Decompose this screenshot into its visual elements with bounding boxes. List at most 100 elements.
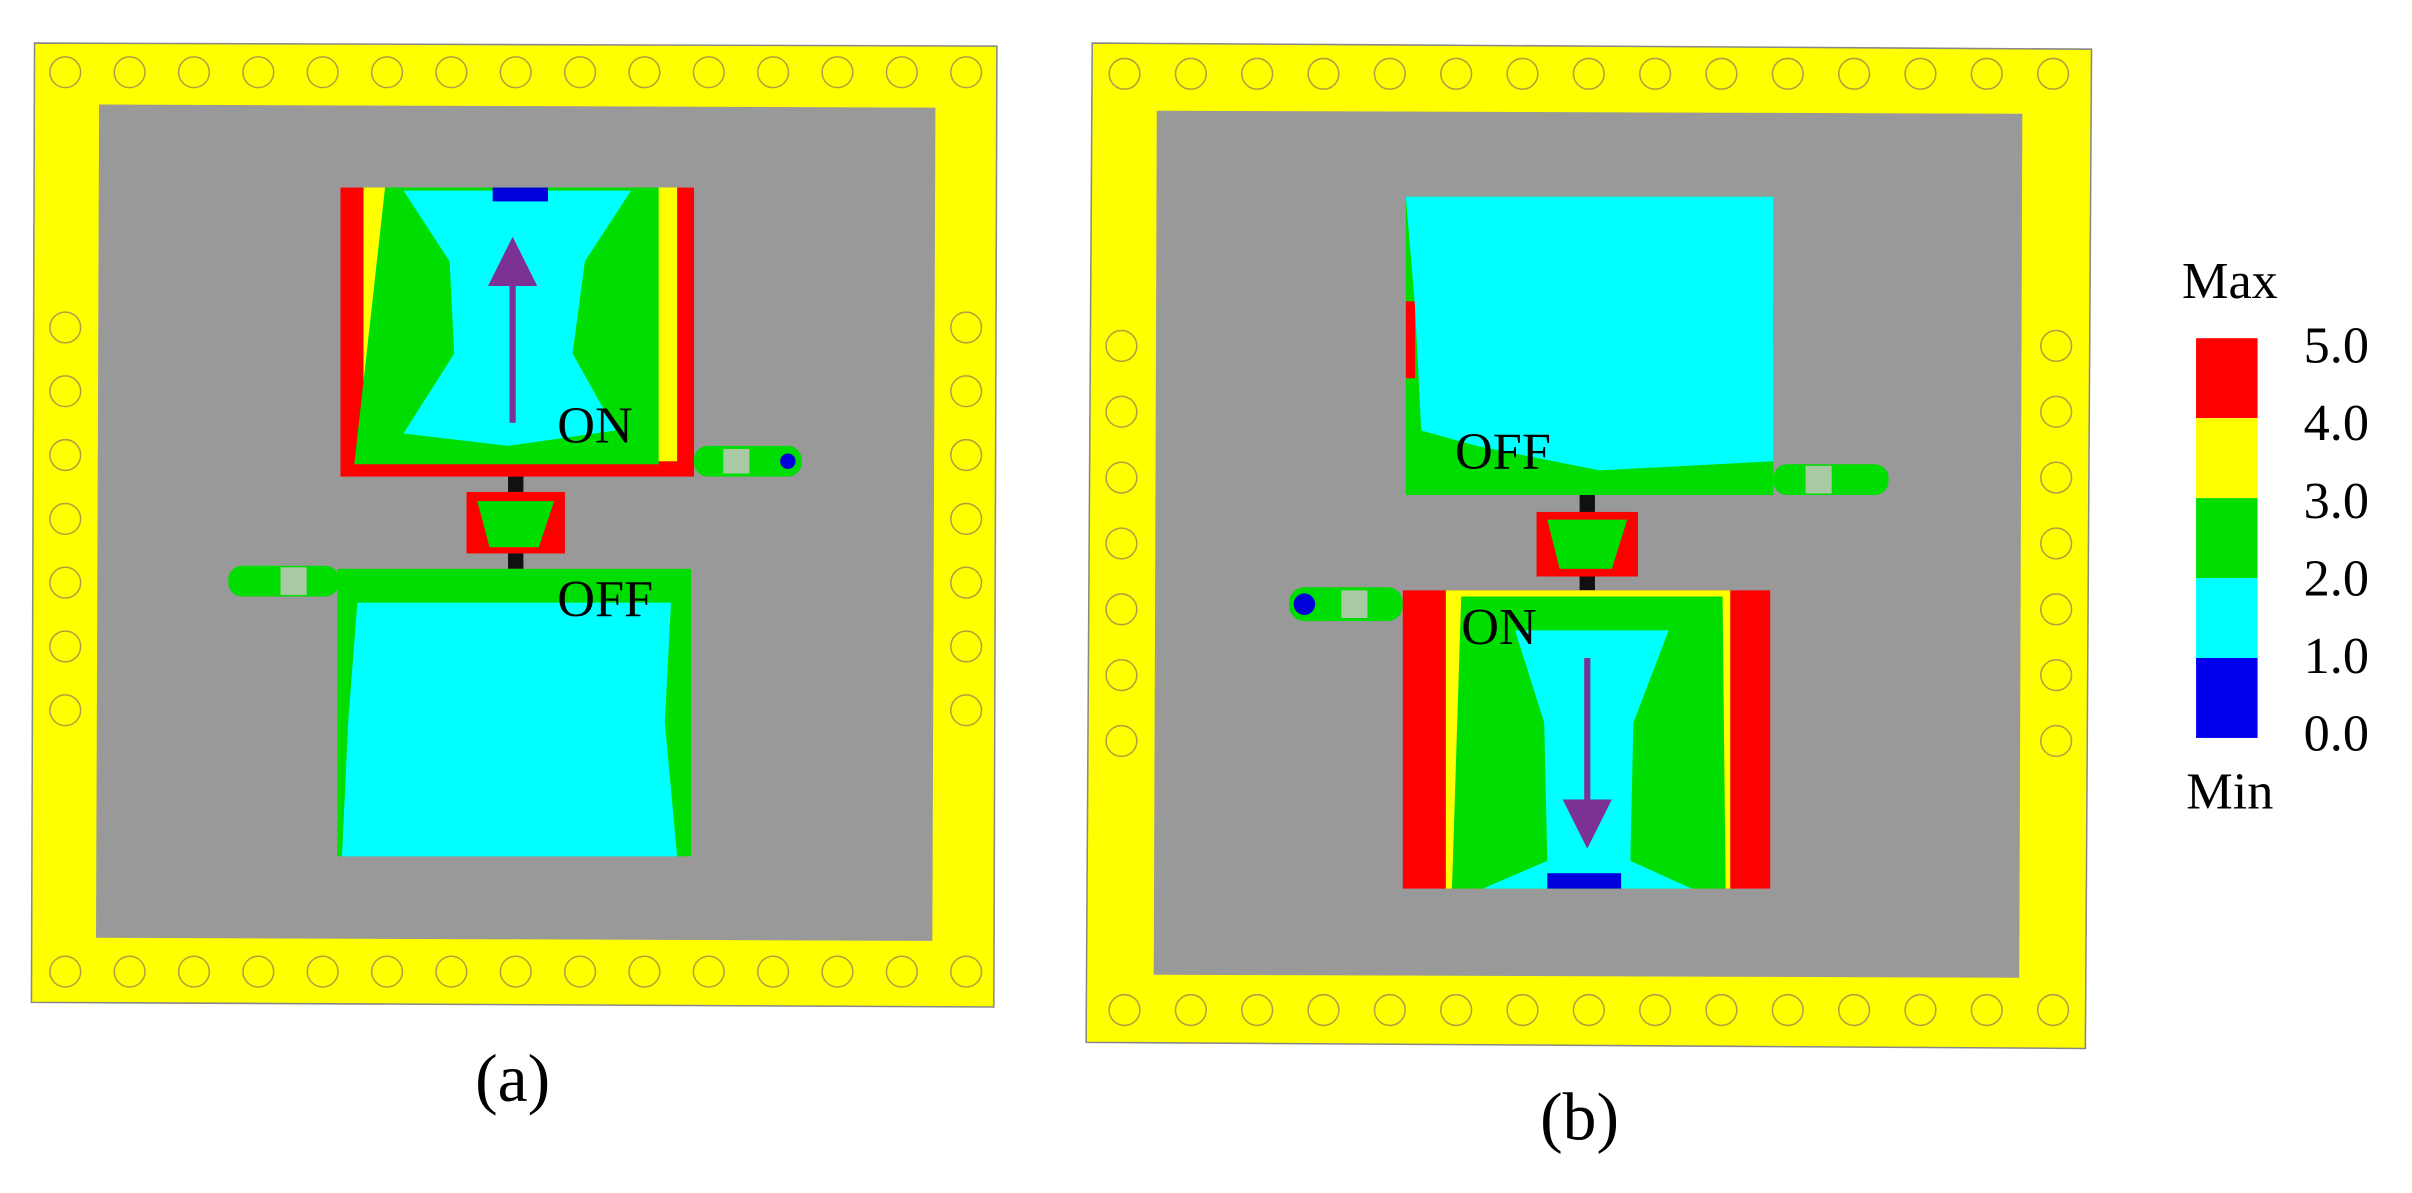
via [370,955,404,988]
via [1440,993,1473,1027]
via [1174,993,1207,1027]
via [2040,329,2073,363]
legend-tick-label: 2.0 [2304,549,2369,607]
via [1373,57,1406,90]
via [950,311,983,344]
via [2040,395,2073,428]
legend-swatch [2196,657,2258,738]
via [1904,993,1937,1027]
via [1174,57,1207,90]
via [49,438,82,472]
via [49,311,82,344]
via [49,56,82,89]
via [1105,461,1138,494]
via [499,955,532,988]
feed-point [780,453,796,469]
via [2040,593,2073,626]
via [563,955,597,988]
port [723,448,750,474]
via [1307,993,1340,1027]
via [242,955,275,988]
via [49,630,82,663]
state-label: ON [1461,598,1537,656]
legend-min: Min [2186,762,2273,820]
current-band [477,501,555,548]
via [885,955,918,988]
via [49,502,82,536]
legend-swatch [2196,498,2258,579]
feed-point [1293,593,1316,615]
via [1506,57,1539,90]
via [950,438,983,472]
port [1341,590,1368,619]
switch [508,553,524,569]
legend-tick-label: 5.0 [2304,317,2369,375]
via [950,566,983,599]
via [1506,993,1539,1027]
caption: (a) [475,1041,550,1116]
via [628,955,661,988]
via [1307,57,1340,90]
via [2036,993,2070,1027]
via [2040,724,2073,758]
via [177,955,211,988]
via [1705,993,1738,1027]
via [1572,57,1605,90]
via [950,955,983,988]
switch [1579,495,1595,512]
state-label: OFF [557,570,653,628]
via [1108,57,1141,90]
via [1241,993,1274,1027]
via [563,56,597,89]
legend-swatch [2196,578,2258,658]
current-band [1405,196,1774,471]
via [2040,659,2073,692]
via [1105,593,1138,626]
legend-tick-label: 0.0 [2304,705,2369,763]
port [1805,465,1832,494]
via [1105,527,1138,560]
via [370,56,404,89]
via [1970,993,2003,1027]
via [242,56,275,89]
via [950,56,983,89]
via [1638,993,1672,1027]
legend-tick-label: 1.0 [2304,627,2369,685]
via [2036,57,2070,90]
via [49,566,82,599]
via [628,56,661,89]
via [49,694,82,727]
via [821,56,854,89]
legend-tick-label: 3.0 [2304,472,2369,530]
via [1638,57,1672,90]
current-band [341,602,678,857]
via [113,56,146,89]
via [1105,659,1138,692]
panel-a: ON OFF (a) [30,42,998,1116]
via [692,955,725,988]
switch [1579,576,1595,591]
via [2040,461,2073,494]
current-band [492,187,549,202]
caption: (b) [1540,1079,1619,1154]
via [1108,993,1141,1027]
port [280,567,307,595]
state-label: ON [557,396,633,454]
via [1771,57,1804,90]
via [2040,527,2073,560]
current-band [1547,519,1628,569]
via [1105,724,1138,758]
via [756,56,790,89]
via [821,955,854,988]
via [1771,993,1804,1027]
panel-b: OFF ON (b) [1085,42,2093,1154]
via [1970,57,2003,90]
via [177,56,211,89]
legend-tick-label: 4.0 [2304,394,2369,452]
current-band [1405,301,1416,379]
legend-swatch [2196,418,2258,499]
via [306,56,339,89]
vias [1105,57,2073,1027]
